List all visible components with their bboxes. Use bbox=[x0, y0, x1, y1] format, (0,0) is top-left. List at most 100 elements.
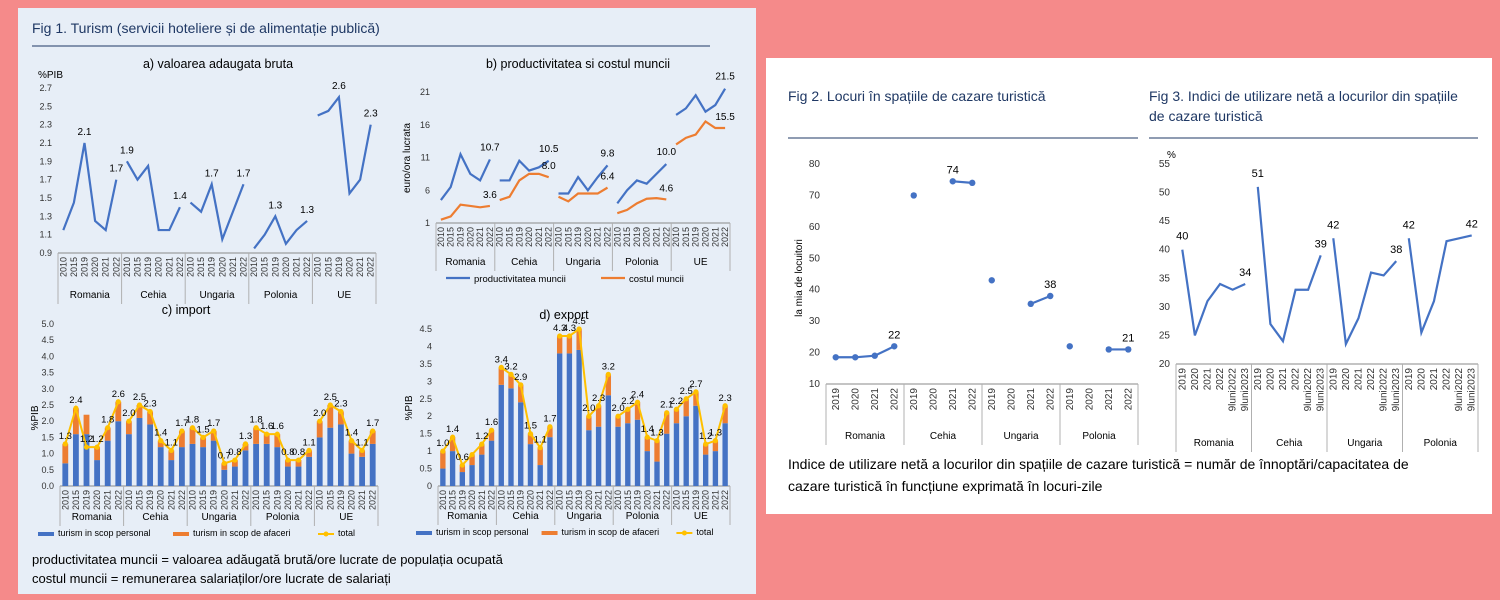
chart-fig3-data-label: 42 bbox=[1466, 218, 1478, 230]
chart-d-y-tick-label: 2.5 bbox=[419, 394, 432, 404]
chart-b-x-tick-label: 2022 bbox=[661, 227, 671, 247]
chart-c-x-tick-label: 2020 bbox=[347, 490, 357, 510]
chart-c-bar-business bbox=[157, 440, 164, 448]
chart-fig3-y-axis-label: % bbox=[1167, 150, 1176, 161]
chart-c-y-tick-label: 1.0 bbox=[41, 449, 54, 459]
chart-b-data-label: 9.8 bbox=[601, 148, 615, 159]
chart-c-bar-personal bbox=[157, 447, 164, 486]
chart-fig2-data-label: 38 bbox=[1044, 279, 1056, 291]
chart-fig2-data-label: 21 bbox=[1122, 332, 1134, 344]
chart-fig3-y-tick-label: 20 bbox=[1159, 359, 1171, 370]
chart-b-x-tick-label: 2015 bbox=[505, 227, 515, 247]
chart-c-total-point bbox=[264, 431, 270, 437]
chart-d-legend-label: total bbox=[696, 527, 713, 537]
chart-d-bar-business bbox=[712, 440, 719, 452]
chart-b-x-tick-label: 2010 bbox=[612, 227, 622, 247]
chart-fig3-group-label: Ungaria bbox=[1347, 438, 1382, 449]
chart-b-x-tick-label: 2021 bbox=[593, 227, 603, 247]
chart-c-y-tick-label: 0.5 bbox=[41, 465, 54, 475]
chart-d-total-point bbox=[459, 462, 465, 468]
chart-d-x-tick-label: 2020 bbox=[584, 490, 594, 510]
chart-a-data-label: 1.9 bbox=[120, 145, 134, 156]
chart-c-total-point bbox=[338, 408, 344, 415]
chart-c-total-point bbox=[221, 460, 227, 466]
chart-c-data-label: 0.8 bbox=[281, 447, 294, 458]
chart-d-bar-personal bbox=[527, 444, 534, 486]
chart-b-x-tick-label: 2020 bbox=[701, 227, 711, 247]
chart-c-bar-personal bbox=[242, 450, 249, 486]
chart-fig3-x-tick-label: 9luni2022 bbox=[1303, 368, 1314, 412]
chart-a-x-tick-label: 2015 bbox=[196, 257, 206, 277]
chart-d-bar-business bbox=[702, 444, 709, 455]
chart-c-bar-business bbox=[274, 434, 281, 448]
chart-d-data-label: 2.4 bbox=[631, 389, 644, 400]
chart-fig2-point bbox=[1066, 343, 1073, 350]
chart-d-y-tick-label: 1.5 bbox=[419, 429, 432, 439]
chart-fig3-x-tick-label: 2021 bbox=[1278, 368, 1289, 391]
chart-d-x-tick-label: 2020 bbox=[701, 490, 711, 510]
chart-c-bar-business bbox=[83, 414, 90, 435]
chart-d-bar-business bbox=[664, 412, 670, 434]
chart-fig2-x-tick-label: 2019 bbox=[1065, 388, 1076, 411]
chart-c-data-label: 1.1 bbox=[302, 437, 315, 448]
chart-fig2-point bbox=[988, 277, 995, 284]
chart-fig2-x-tick-label: 2022 bbox=[1045, 388, 1056, 411]
chart-c-data-label: 2.3 bbox=[143, 398, 156, 409]
chart-d-bar-business bbox=[586, 416, 592, 431]
chart-fig3-group-label: Cehia bbox=[1276, 438, 1303, 449]
chart-a-x-tick-label: 2022 bbox=[111, 257, 121, 277]
chart-b-y-tick-label: 1 bbox=[425, 218, 430, 228]
chart-a-series-line bbox=[189, 180, 245, 244]
chart-c-x-tick-label: 2022 bbox=[177, 490, 187, 510]
chart-fig3-x-tick-label: 9luni2022 bbox=[1379, 368, 1390, 412]
chart-b-x-tick-label: 2021 bbox=[475, 227, 485, 247]
chart-d-y-tick-label: 3 bbox=[427, 376, 432, 386]
chart-d-bar-personal bbox=[644, 451, 650, 486]
figure-1-svg: Fig 1. Turism (servicii hoteliere și de … bbox=[30, 20, 735, 586]
chart-c-data-label: 0.8 bbox=[292, 447, 305, 458]
chart-c-total-point bbox=[83, 444, 90, 450]
chart-c-x-tick-label: 2019 bbox=[145, 490, 155, 510]
chart-d-x-tick-label: 2022 bbox=[720, 490, 730, 510]
chart-c-data-label: 1.5 bbox=[196, 424, 209, 435]
chart-d-bar-business bbox=[722, 405, 728, 424]
chart-fig3-series-line bbox=[1332, 238, 1398, 348]
chart-b-x-tick-label: 2020 bbox=[583, 227, 593, 247]
chart-fig3-x-tick-label: 9luni2023 bbox=[1391, 368, 1402, 412]
chart-c-bar-business bbox=[295, 460, 302, 467]
chart-d-y-tick-label: 0.5 bbox=[419, 464, 432, 474]
chart-fig2-series-line bbox=[1030, 294, 1051, 305]
chart-a-group-label: Romania bbox=[70, 290, 110, 301]
chart-c-total-point bbox=[126, 418, 132, 424]
chart-d-x-tick-label: 2019 bbox=[691, 490, 701, 510]
chart-d-data-label: 1.2 bbox=[699, 431, 712, 442]
chart-d: d) export %PIB 0 0.5 1 1.5 2 2.5 3 3.5 4 4.5 Romania… bbox=[404, 308, 732, 537]
chart-a-x-tick-label: 2020 bbox=[90, 257, 100, 277]
chart-d-total-point bbox=[712, 438, 719, 444]
fig2-title: Fig 2. Locuri în spațiile de cazare turi… bbox=[788, 88, 1046, 104]
chart-b-series-line bbox=[499, 158, 550, 182]
chart-fig2-y-tick-label: 40 bbox=[809, 285, 821, 296]
chart-b-data-label: 3.6 bbox=[483, 190, 497, 201]
chart-d-bar-business bbox=[537, 447, 543, 466]
chart-a-y-tick-label: 1.1 bbox=[39, 230, 52, 240]
chart-d-bar-personal bbox=[449, 451, 456, 486]
chart-c-bar-business bbox=[94, 447, 101, 461]
fig3-note-line1: Indice de utilizare netă a locurilor din… bbox=[788, 456, 1409, 472]
chart-c-bar-personal bbox=[147, 424, 154, 486]
chart-fig2-y-tick-label: 80 bbox=[809, 159, 821, 170]
chart-d-bar-business bbox=[440, 451, 446, 469]
chart-b-x-tick-label: 2021 bbox=[534, 227, 544, 247]
chart-a-x-tick-label: 2010 bbox=[249, 257, 259, 277]
chart-d-total-line bbox=[442, 429, 493, 467]
chart-d-x-tick-label: 2010 bbox=[613, 490, 623, 510]
chart-c-bar-personal bbox=[125, 434, 132, 486]
chart-fig2-x-tick-label: 2020 bbox=[850, 388, 861, 411]
fig1-title: Fig 1. Turism (servicii hoteliere și de … bbox=[32, 20, 380, 36]
chart-b-legend-label: costul muncii bbox=[629, 274, 684, 285]
chart-c-bar-personal bbox=[263, 443, 270, 486]
chart-c-bar-personal bbox=[115, 421, 122, 486]
chart-c-bar-personal bbox=[253, 443, 260, 486]
chart-c-bar-business bbox=[327, 405, 334, 428]
chart-a-x-tick-label: 2019 bbox=[334, 257, 344, 277]
